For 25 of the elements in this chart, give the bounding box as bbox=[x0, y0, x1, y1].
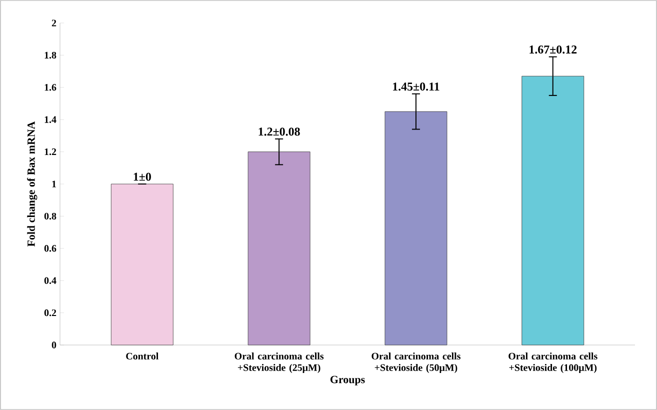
data-label: 1.67±0.12 bbox=[530, 45, 577, 54]
y-tick-label: 0.4 bbox=[44, 277, 56, 284]
x-axis-title: Groups bbox=[330, 376, 365, 386]
x-tick-label: Oral carcinoma cells +Stevioside (100μM) bbox=[508, 352, 598, 374]
y-tick-label: 0.8 bbox=[44, 212, 56, 220]
y-tick-label: 1.6 bbox=[44, 84, 56, 91]
data-label: 1.2±0.08 bbox=[258, 128, 300, 136]
data-label: 1.45±0.11 bbox=[393, 82, 440, 91]
bar bbox=[384, 111, 448, 346]
y-tick-label: 2 bbox=[52, 20, 56, 26]
y-tick-label: 1.4 bbox=[44, 116, 56, 123]
y-tick-label: 0.2 bbox=[44, 309, 56, 316]
y-tick-label: 0 bbox=[52, 342, 56, 348]
bar bbox=[522, 76, 584, 346]
x-tick-label: Oral carcinoma cells +Stevioside (50μM) bbox=[372, 352, 460, 374]
bar bbox=[110, 184, 174, 346]
x-tick-label: Control bbox=[126, 352, 158, 360]
y-axis-title: Fold change of Bax mRNA bbox=[27, 121, 38, 247]
y-tick-label: 0.6 bbox=[44, 245, 56, 252]
y-tick-label: 1.8 bbox=[44, 52, 56, 59]
bar bbox=[248, 152, 310, 346]
y-tick-label: 1.2 bbox=[44, 148, 56, 156]
y-tick-label: 1 bbox=[52, 180, 56, 188]
x-tick-label: Oral carcinoma cells +Stevioside (25μM) bbox=[234, 352, 324, 374]
data-label: 1±0 bbox=[134, 172, 151, 181]
